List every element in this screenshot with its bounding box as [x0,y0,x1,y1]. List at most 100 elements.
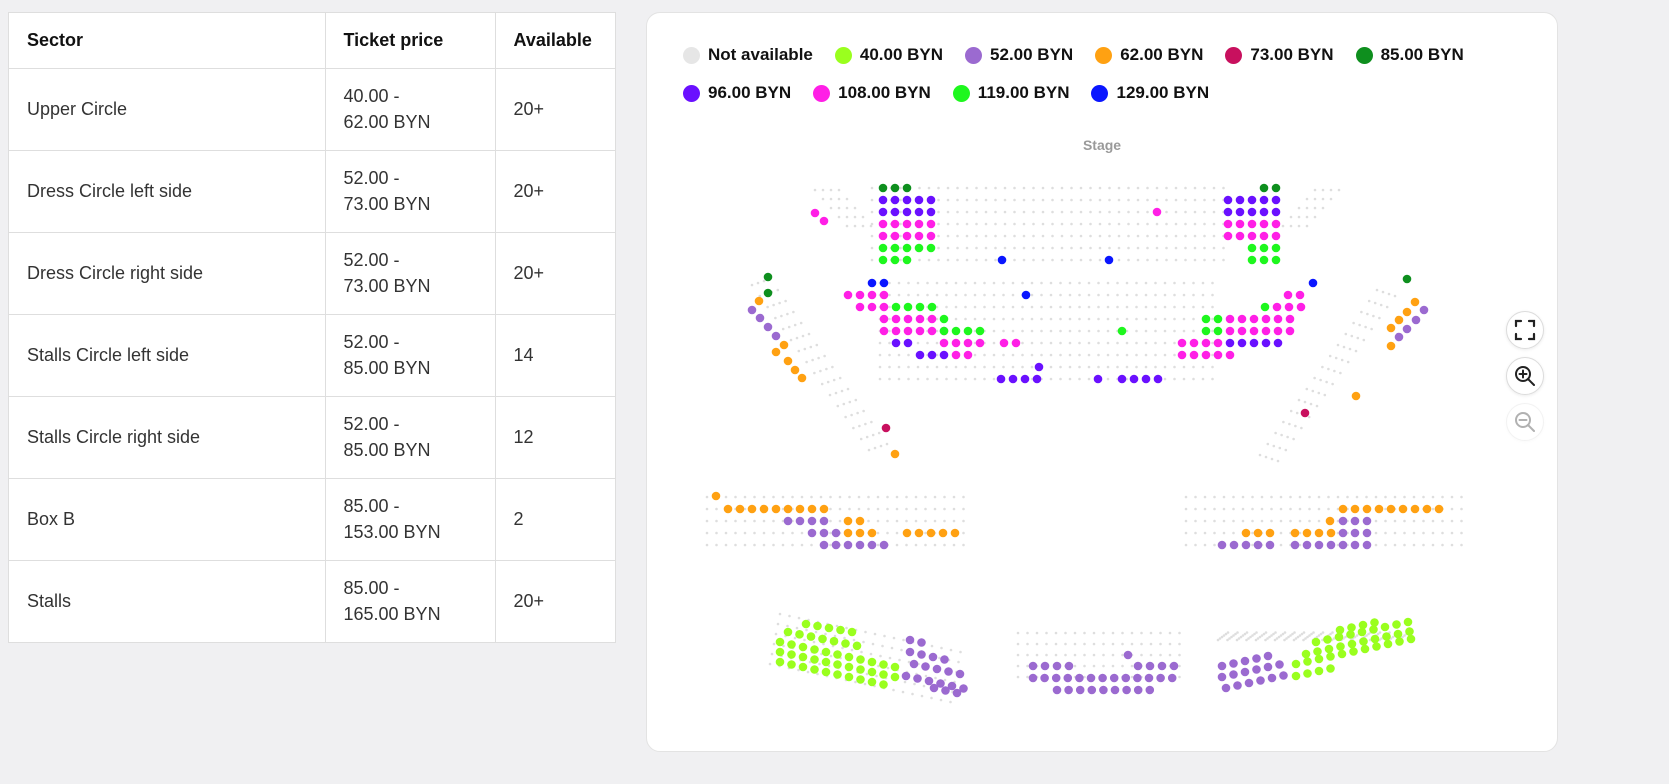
seat-available[interactable] [867,302,877,312]
seat-available[interactable] [955,669,965,679]
seat-available[interactable] [775,647,785,657]
seat-available[interactable] [1334,632,1344,642]
seat-available[interactable] [1157,661,1167,671]
seat-available[interactable] [1109,673,1119,683]
seat-available[interactable] [939,350,949,360]
seat-available[interactable] [855,516,865,526]
seat-available[interactable] [1225,350,1235,360]
seat-available[interactable] [810,645,819,654]
seat-available[interactable] [1141,374,1151,384]
seat-available[interactable] [915,326,925,336]
seat-available[interactable] [926,528,936,538]
seat-available[interactable] [902,231,912,241]
seat-available[interactable] [1273,338,1283,348]
seat-available[interactable] [1350,504,1360,514]
seat-available[interactable] [999,338,1009,348]
seat-available[interactable] [927,314,937,324]
seat-available[interactable] [1291,659,1301,669]
seat-available[interactable] [1259,255,1269,265]
seat-available[interactable] [1411,315,1421,325]
seat-available[interactable] [1351,391,1361,401]
seat-available[interactable] [1271,195,1281,205]
seat-available[interactable] [939,326,949,336]
seat-available[interactable] [1249,326,1259,336]
seat-available[interactable] [1275,660,1284,669]
seat-available[interactable] [818,634,827,644]
seat-available[interactable] [939,338,949,348]
seat-available[interactable] [878,219,888,229]
seat-available[interactable] [856,655,865,664]
seat-available[interactable] [915,350,925,360]
seat-available[interactable] [963,326,973,336]
seat-available[interactable] [1034,362,1044,372]
seat-available[interactable] [1338,540,1348,550]
seat-available[interactable] [1253,540,1263,550]
seat-available[interactable] [1099,685,1108,695]
seat-available[interactable] [763,322,773,332]
seat-available[interactable] [1075,673,1084,683]
seat-available[interactable] [940,655,949,664]
seat-available[interactable] [950,528,960,538]
seat-available[interactable] [1386,323,1396,333]
seat-available[interactable] [855,302,865,312]
seat-available[interactable] [806,632,816,641]
seat-available[interactable] [1217,540,1227,550]
seat-available[interactable] [878,207,888,217]
seat-available[interactable] [1235,207,1245,217]
seat-available[interactable] [1267,673,1277,683]
seat-available[interactable] [890,195,900,205]
seat-available[interactable] [878,243,888,253]
seat-available[interactable] [1225,314,1235,324]
seat-available[interactable] [1284,302,1294,312]
seat-available[interactable] [951,326,961,336]
seat-available[interactable] [1217,672,1227,682]
seat-available[interactable] [763,272,773,282]
seat-available[interactable] [1223,219,1233,229]
seat-available[interactable] [1213,350,1223,360]
seat-available[interactable] [928,652,938,662]
seat-available[interactable] [829,636,839,646]
seat-available[interactable] [1338,528,1348,538]
seat-available[interactable] [902,528,912,538]
seat-available[interactable] [1402,324,1412,334]
seat-available[interactable] [1133,685,1143,695]
seat-available[interactable] [1261,338,1271,348]
seat-available[interactable] [879,670,888,679]
seat-available[interactable] [975,326,985,336]
seat-available[interactable] [771,347,781,357]
seat-available[interactable] [787,640,796,649]
seat-available[interactable] [1259,195,1269,205]
seat-available[interactable] [798,642,808,652]
seat-available[interactable] [903,314,913,324]
seat-available[interactable] [1386,341,1396,351]
seat-available[interactable] [915,302,925,312]
seat-available[interactable] [867,540,877,550]
seat-available[interactable] [1229,659,1238,668]
seat-available[interactable] [1358,620,1368,630]
seat-available[interactable] [1129,374,1139,384]
seat-available[interactable] [1052,661,1062,671]
seat-available[interactable] [963,338,973,348]
seat-available[interactable] [917,638,926,647]
seat-available[interactable] [1362,504,1372,514]
seat-available[interactable] [1410,297,1420,307]
seat-available[interactable] [821,667,831,677]
seat-available[interactable] [903,326,913,336]
seat-available[interactable] [926,243,936,253]
seat-available[interactable] [1021,290,1031,300]
seat-available[interactable] [936,679,945,688]
zoom-in-button[interactable] [1506,357,1544,395]
seat-available[interactable] [1240,656,1250,666]
fullscreen-button[interactable] [1506,311,1544,349]
seat-available[interactable] [856,665,865,674]
seat-available[interactable] [903,338,913,348]
seat-available[interactable] [1028,673,1038,683]
seat-available[interactable] [807,528,817,538]
seat-available[interactable] [959,684,968,693]
seat-available[interactable] [1324,644,1334,654]
seat-available[interactable] [1169,661,1179,671]
seat-available[interactable] [775,657,785,667]
seat-available[interactable] [847,627,857,637]
seat-available[interactable] [1406,634,1416,644]
seat-available[interactable] [1374,504,1384,514]
